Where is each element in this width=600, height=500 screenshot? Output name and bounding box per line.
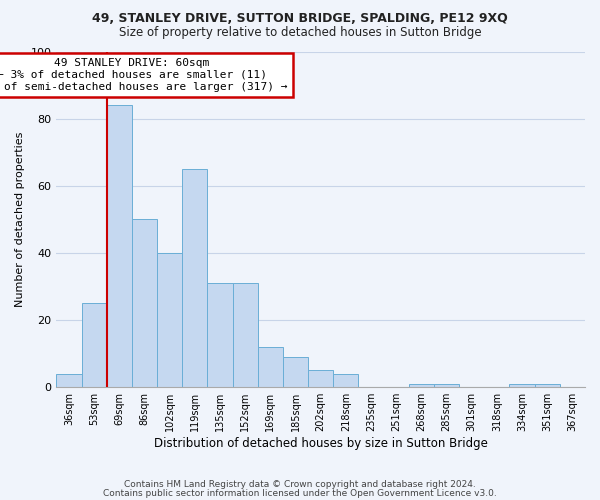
Bar [233, 283, 258, 387]
X-axis label: Distribution of detached houses by size in Sutton Bridge: Distribution of detached houses by size … [154, 437, 488, 450]
Bar [535, 384, 560, 387]
Y-axis label: Number of detached properties: Number of detached properties [15, 132, 25, 307]
Bar [434, 384, 459, 387]
Bar [82, 304, 107, 387]
Bar [157, 253, 182, 387]
Text: Size of property relative to detached houses in Sutton Bridge: Size of property relative to detached ho… [119, 26, 481, 39]
Bar [107, 105, 132, 387]
Bar [208, 283, 233, 387]
Bar [509, 384, 535, 387]
Bar [308, 370, 333, 387]
Bar [56, 374, 82, 387]
Bar [283, 357, 308, 387]
Bar [132, 220, 157, 387]
Bar [258, 347, 283, 387]
Bar [409, 384, 434, 387]
Bar [182, 169, 208, 387]
Text: 49, STANLEY DRIVE, SUTTON BRIDGE, SPALDING, PE12 9XQ: 49, STANLEY DRIVE, SUTTON BRIDGE, SPALDI… [92, 12, 508, 26]
Text: 49 STANLEY DRIVE: 60sqm
← 3% of detached houses are smaller (11)
96% of semi-det: 49 STANLEY DRIVE: 60sqm ← 3% of detached… [0, 58, 287, 92]
Text: Contains public sector information licensed under the Open Government Licence v3: Contains public sector information licen… [103, 488, 497, 498]
Text: Contains HM Land Registry data © Crown copyright and database right 2024.: Contains HM Land Registry data © Crown c… [124, 480, 476, 489]
Bar [333, 374, 358, 387]
